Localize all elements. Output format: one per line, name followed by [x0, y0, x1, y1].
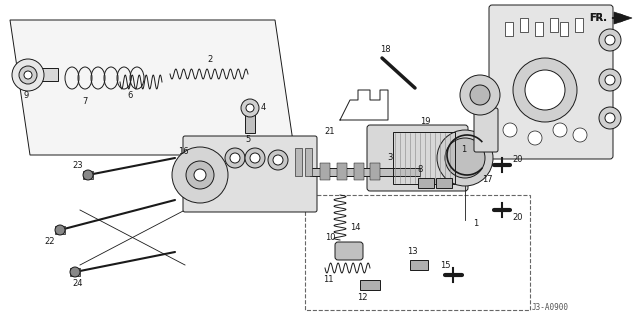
Bar [436, 178, 452, 188]
Circle shape [273, 155, 283, 165]
Circle shape [19, 66, 37, 84]
Bar [535, 22, 543, 36]
Text: 6: 6 [127, 92, 132, 100]
Text: 24: 24 [73, 279, 83, 288]
Bar [245, 115, 255, 133]
Circle shape [470, 85, 490, 105]
Circle shape [241, 99, 259, 117]
FancyBboxPatch shape [183, 136, 317, 212]
Bar [360, 280, 380, 290]
Text: 10: 10 [324, 234, 335, 242]
Text: FR.: FR. [589, 13, 607, 23]
Bar [337, 163, 347, 180]
Bar [28, 68, 58, 81]
Circle shape [194, 169, 206, 181]
Circle shape [528, 131, 542, 145]
Text: 18: 18 [380, 46, 390, 55]
Text: 20: 20 [513, 213, 524, 222]
Circle shape [573, 128, 587, 142]
Circle shape [437, 130, 493, 186]
Bar [305, 195, 530, 310]
Text: 19: 19 [420, 117, 430, 127]
Circle shape [12, 59, 44, 91]
Circle shape [70, 267, 80, 277]
Text: 15: 15 [440, 262, 451, 271]
Circle shape [83, 170, 93, 180]
Circle shape [445, 138, 485, 178]
Circle shape [250, 153, 260, 163]
Text: 13: 13 [406, 248, 417, 256]
Bar [320, 163, 330, 180]
Circle shape [605, 35, 615, 45]
Circle shape [599, 107, 621, 129]
Circle shape [503, 123, 517, 137]
Text: 20: 20 [513, 155, 524, 165]
Circle shape [513, 58, 577, 122]
Text: 1: 1 [461, 145, 467, 154]
Circle shape [553, 123, 567, 137]
Bar [550, 18, 558, 32]
Bar [410, 260, 428, 270]
Circle shape [55, 225, 65, 235]
Text: J3-A0900: J3-A0900 [531, 303, 568, 313]
Circle shape [460, 75, 500, 115]
Circle shape [605, 75, 615, 85]
Text: FR.: FR. [589, 13, 607, 23]
Text: 16: 16 [178, 147, 188, 157]
Text: 23: 23 [73, 160, 83, 169]
Bar [295, 148, 302, 176]
Circle shape [230, 153, 240, 163]
Bar [354, 163, 364, 180]
Circle shape [186, 161, 214, 189]
Circle shape [24, 71, 32, 79]
Circle shape [172, 147, 228, 203]
Text: 17: 17 [482, 175, 492, 184]
Circle shape [225, 148, 245, 168]
Text: 22: 22 [45, 238, 55, 247]
Circle shape [525, 70, 565, 110]
Circle shape [599, 69, 621, 91]
Circle shape [268, 150, 288, 170]
FancyBboxPatch shape [335, 242, 363, 260]
FancyBboxPatch shape [474, 108, 498, 152]
FancyBboxPatch shape [489, 5, 613, 159]
Circle shape [246, 104, 254, 112]
Circle shape [599, 29, 621, 51]
Bar [83, 171, 93, 179]
Bar [55, 226, 65, 234]
Text: 12: 12 [356, 293, 367, 302]
Text: 8: 8 [417, 166, 422, 174]
Bar [505, 22, 513, 36]
Polygon shape [10, 20, 295, 155]
Text: 21: 21 [324, 128, 335, 137]
Text: 9: 9 [24, 92, 29, 100]
Polygon shape [614, 12, 632, 24]
Text: 7: 7 [83, 98, 88, 107]
Circle shape [245, 148, 265, 168]
Bar [393, 132, 455, 184]
Text: 3: 3 [387, 152, 393, 161]
Text: 1: 1 [474, 219, 479, 228]
Text: 14: 14 [349, 224, 360, 233]
Bar [305, 148, 312, 176]
FancyBboxPatch shape [367, 125, 468, 191]
Bar [575, 18, 583, 32]
Text: 4: 4 [260, 103, 266, 113]
Bar [310, 168, 420, 176]
Text: 5: 5 [245, 136, 251, 145]
Bar [560, 22, 568, 36]
Bar [418, 178, 434, 188]
Bar [370, 163, 380, 180]
Bar [520, 18, 528, 32]
Text: 2: 2 [207, 56, 212, 64]
Text: 11: 11 [323, 276, 333, 285]
Circle shape [605, 113, 615, 123]
Bar [70, 268, 80, 276]
